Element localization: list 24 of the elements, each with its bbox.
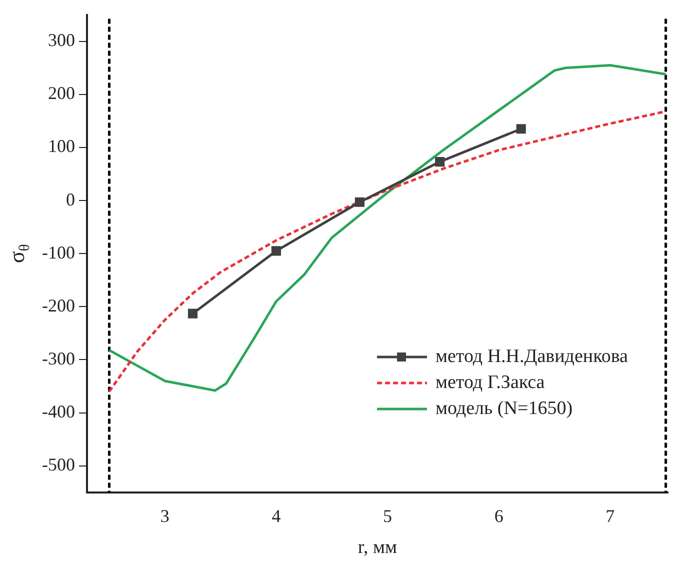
y-axis-title: σθ <box>4 244 33 264</box>
y-tick-label: 300 <box>48 30 75 50</box>
legend-label: метод Н.Н.Давиденкова <box>435 345 628 370</box>
x-tick-label: 3 <box>160 506 170 526</box>
y-tick-label: -300 <box>42 348 75 368</box>
y-tick-label: -500 <box>42 454 75 475</box>
x-tick-label: 6 <box>494 506 504 526</box>
x-axis-title: r, мм <box>358 537 398 558</box>
x-tick-label: 5 <box>383 506 392 526</box>
y-tick-label: 100 <box>48 136 75 156</box>
point <box>188 308 198 318</box>
legend-label: метод Г.Закса <box>435 371 545 396</box>
y-tick-label: -200 <box>42 295 75 316</box>
point <box>271 246 281 256</box>
y-tick-label: 200 <box>48 83 75 104</box>
y-tick-label: -400 <box>42 402 75 422</box>
point <box>435 157 445 167</box>
point <box>354 197 364 207</box>
legend-label: модель (N=1650) <box>435 397 573 422</box>
y-tick-label: -100 <box>42 242 75 262</box>
point <box>516 124 526 134</box>
y-tick-label: 0 <box>66 189 75 210</box>
x-tick-label: 4 <box>272 506 281 526</box>
x-tick-label: 7 <box>606 506 615 526</box>
